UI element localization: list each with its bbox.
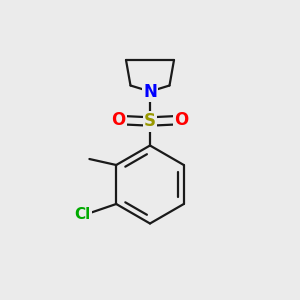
Text: O: O [111,111,126,129]
Text: S: S [144,112,156,130]
Text: N: N [143,82,157,100]
Text: O: O [174,111,189,129]
Text: Cl: Cl [74,207,91,222]
